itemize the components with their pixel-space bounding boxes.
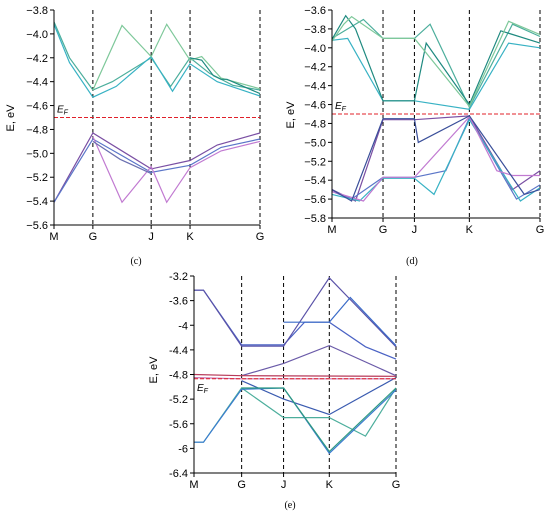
fermi-label: EF (197, 383, 209, 395)
y-tick-label: −5.4 (26, 196, 48, 208)
x-tick-label: M (189, 479, 198, 491)
band-line (331, 15, 541, 108)
y-tick-label: -4.4 (169, 345, 188, 357)
band-line (194, 387, 397, 443)
band-line (241, 387, 397, 453)
x-tick-label: J (412, 224, 418, 236)
band-line (241, 344, 397, 377)
x-tick-label: G (379, 224, 388, 236)
panel-caption: (e) (284, 500, 295, 511)
y-tick-label: −5.8 (304, 213, 326, 225)
x-tick-label: J (281, 479, 287, 491)
y-tick-label: −5.0 (304, 137, 326, 149)
x-tick-label: G (237, 479, 246, 491)
y-tick-label: −3.8 (304, 24, 326, 36)
band-line (189, 57, 261, 95)
y-tick-label: −5.6 (26, 220, 48, 232)
x-tick-label: G (89, 231, 98, 243)
fermi-label: EF (335, 101, 347, 113)
x-tick-label: G (536, 224, 545, 236)
y-tick-label: −4.8 (26, 124, 48, 136)
x-tick-label: G (392, 479, 401, 491)
band-line (283, 296, 397, 347)
band-line (92, 136, 261, 204)
panel-caption: (c) (130, 256, 141, 267)
band-line (331, 14, 541, 106)
y-tick-label: -5.6 (169, 419, 188, 431)
y-tick-label: −5.6 (304, 194, 326, 206)
x-tick-label: M (49, 231, 58, 243)
y-tick-label: −4.0 (304, 43, 326, 55)
band-line (194, 387, 397, 455)
x-tick-label: K (466, 224, 474, 236)
fermi-label: EF (57, 105, 69, 117)
y-tick-label: -3.2 (169, 271, 188, 283)
band-line (193, 373, 397, 377)
band-line (331, 116, 541, 200)
y-tick-label: -6 (178, 443, 188, 455)
y-tick-label: -3.6 (169, 296, 188, 308)
band-line (194, 276, 397, 348)
y-tick-label: −4.6 (26, 101, 48, 113)
band-line (241, 377, 397, 416)
x-tick-label: J (148, 231, 154, 243)
band-chart-1: EF −3.8 −4.0 −4.2 −4.4 −4.6 −4.8 −5.0 −5.2 −5.4 −5… (5, 5, 264, 267)
band-line (92, 140, 152, 175)
band-line (53, 138, 261, 203)
band-line (92, 23, 261, 91)
x-tick-label: K (326, 479, 334, 491)
y-tick-label: −4.2 (26, 53, 48, 65)
y-tick-label: −5.2 (26, 172, 48, 184)
y-tick-label: −4.4 (26, 77, 48, 89)
y-tick-label: −3.8 (26, 5, 48, 17)
y-tick-label: −4.6 (304, 100, 326, 112)
band-line (331, 115, 540, 202)
y-axis-label: E, eV (5, 104, 17, 132)
x-tick-label: G (256, 231, 265, 243)
y-tick-label: −5.2 (304, 156, 326, 168)
band-line (331, 118, 541, 202)
y-tick-label: -5.2 (169, 394, 188, 406)
y-tick-label: −4.4 (304, 81, 326, 93)
x-tick-label: K (186, 231, 194, 243)
y-tick-label: −4.2 (304, 62, 326, 74)
y-tick-label: −3.6 (304, 5, 326, 17)
y-tick-label: −5.0 (26, 148, 48, 160)
y-axis-label: E, eV (285, 101, 297, 129)
band-line (53, 24, 261, 98)
x-tick-label: M (327, 224, 336, 236)
y-tick-label: -6.4 (169, 468, 188, 480)
y-tick-label: −4.8 (304, 118, 326, 130)
y-tick-label: -4 (178, 320, 188, 332)
band-line (331, 115, 541, 202)
band-chart-3: EF -3.2 -3.6 -4 -4.4 -4.8 -5.2 -5.6 -6 -6.4M G J K G E… (148, 271, 400, 511)
y-axis-label: E, eV (148, 356, 160, 384)
band-line (331, 115, 541, 202)
y-tick-label: −5.4 (304, 175, 326, 187)
band-line (53, 132, 261, 203)
band-chart-2: EF −3.6 −3.8 −4.0 −4.2 −4.4 −4.6 −4.8 −5.0 −5.2 −5… (285, 5, 544, 267)
panel-caption: (d) (406, 256, 418, 267)
y-tick-label: −4.0 (26, 29, 48, 41)
y-tick-label: -4.8 (169, 370, 188, 382)
band-line (194, 289, 397, 360)
